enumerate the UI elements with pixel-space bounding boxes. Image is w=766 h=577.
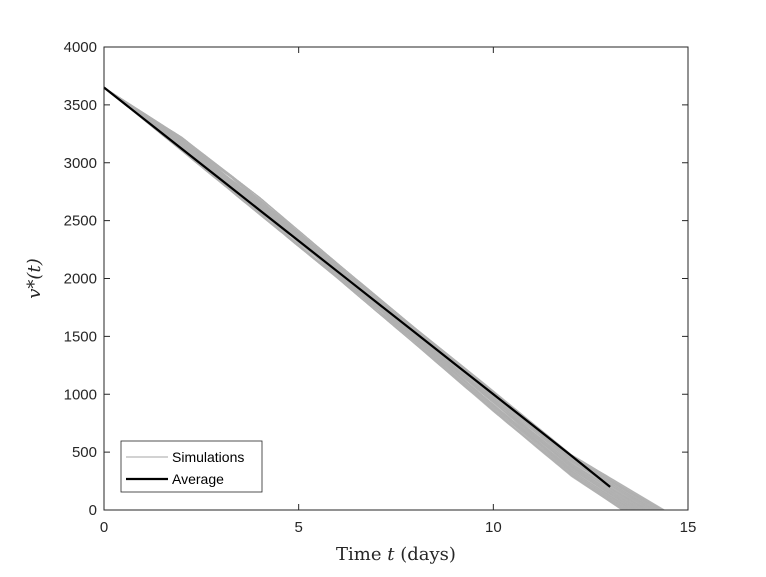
axes-box	[103, 46, 689, 511]
y-axis-title: v*(t)	[24, 258, 45, 298]
y-tick-label: 1000	[64, 386, 97, 403]
y-axis-ticks: 0 500 1000 1500 2000 2500 3000 3500 4000	[64, 39, 688, 519]
y-tick-label: 2000	[64, 271, 97, 288]
average-line	[103, 86, 611, 488]
y-tick-label: 500	[72, 444, 97, 461]
x-tick-label: 0	[100, 519, 108, 536]
y-tick-label: 0	[89, 502, 97, 519]
simulation-path	[103, 87, 657, 511]
simulation-path	[103, 87, 640, 511]
legend-simulations-label: Simulations	[172, 449, 244, 465]
y-tick-label: 3500	[64, 97, 97, 114]
average-series	[103, 86, 611, 488]
x-tick-label: 15	[680, 519, 697, 536]
x-axis-title-suffix: (days)	[395, 544, 456, 565]
y-tick-label: 1500	[64, 328, 97, 345]
x-axis-title-prefix: Time	[336, 544, 387, 565]
legend-box	[120, 440, 263, 493]
y-tick-label: 3000	[64, 155, 97, 172]
y-tick-label: 2500	[64, 213, 97, 230]
x-tick-label: 5	[294, 519, 302, 536]
x-axis-title-variable: t	[387, 544, 395, 565]
legend: Simulations Average	[120, 440, 263, 493]
x-axis-title: Time t (days)	[336, 544, 456, 565]
x-tick-label: 10	[485, 519, 502, 536]
legend-average-label: Average	[172, 471, 224, 487]
x-axis-ticks: 0 5 10 15	[100, 47, 697, 536]
y-tick-label: 4000	[64, 39, 97, 56]
